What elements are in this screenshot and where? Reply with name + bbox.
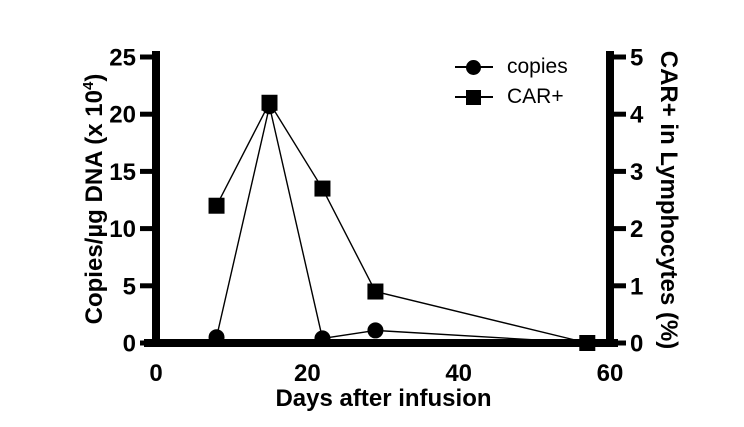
y-right-tick-label: 0 <box>630 331 643 358</box>
y-left-tick-label: 25 <box>109 45 136 72</box>
y-left-tick-label: 20 <box>109 102 136 129</box>
square-marker-icon <box>466 89 481 105</box>
y-left-tick-label: 5 <box>123 273 136 300</box>
x-tick-label: 40 <box>445 360 472 387</box>
x-tick-label: 20 <box>294 360 321 387</box>
y-right-tick-label: 4 <box>630 102 644 129</box>
circle-marker-icon <box>466 59 481 75</box>
y-left-tick-label: 0 <box>123 331 136 358</box>
data-point-square-CAR+ <box>579 335 596 351</box>
legend-label-copies: copies <box>507 55 568 78</box>
data-point-circle-copies <box>208 329 225 346</box>
data-point-circle-copies <box>367 322 384 339</box>
y-left-tick-label: 15 <box>109 159 136 186</box>
series-line-CAR+ <box>215 101 588 344</box>
y-axis-left-title-close: ) <box>81 73 108 82</box>
data-point-square-CAR+ <box>367 283 384 300</box>
y-axis-right-title: CAR+ in Lymphocytes (%) <box>655 50 682 350</box>
legend: copies CAR+ <box>455 52 568 112</box>
y-right-tick-label: 3 <box>630 159 643 186</box>
y-axis-left-title-text: Copies/µg DNA (x 10 <box>81 90 108 325</box>
y-left-tick-label: 10 <box>109 216 136 243</box>
x-axis-title: Days after infusion <box>275 385 492 412</box>
data-point-square-CAR+ <box>314 180 331 197</box>
y-right-tick-label: 1 <box>630 273 643 300</box>
legend-swatch-copies <box>455 59 493 75</box>
legend-label-car: CAR+ <box>507 85 564 108</box>
y-axis-left-title-exponent: 4 <box>80 81 97 91</box>
y-right-tick-label: 2 <box>630 216 643 243</box>
data-point-square-CAR+ <box>261 94 278 111</box>
x-tick-label: 60 <box>597 360 624 387</box>
x-tick-label: 0 <box>149 360 162 387</box>
y-axis-left-title: Copies/µg DNA (x 104) <box>74 0 108 399</box>
series-line-copies <box>215 106 588 344</box>
legend-item-copies: copies <box>455 52 568 82</box>
y-right-tick-label: 5 <box>630 45 643 72</box>
data-point-circle-copies <box>314 330 331 347</box>
legend-swatch-car <box>455 89 493 105</box>
data-point-square-CAR+ <box>208 197 225 214</box>
legend-item-car: CAR+ <box>455 82 568 112</box>
